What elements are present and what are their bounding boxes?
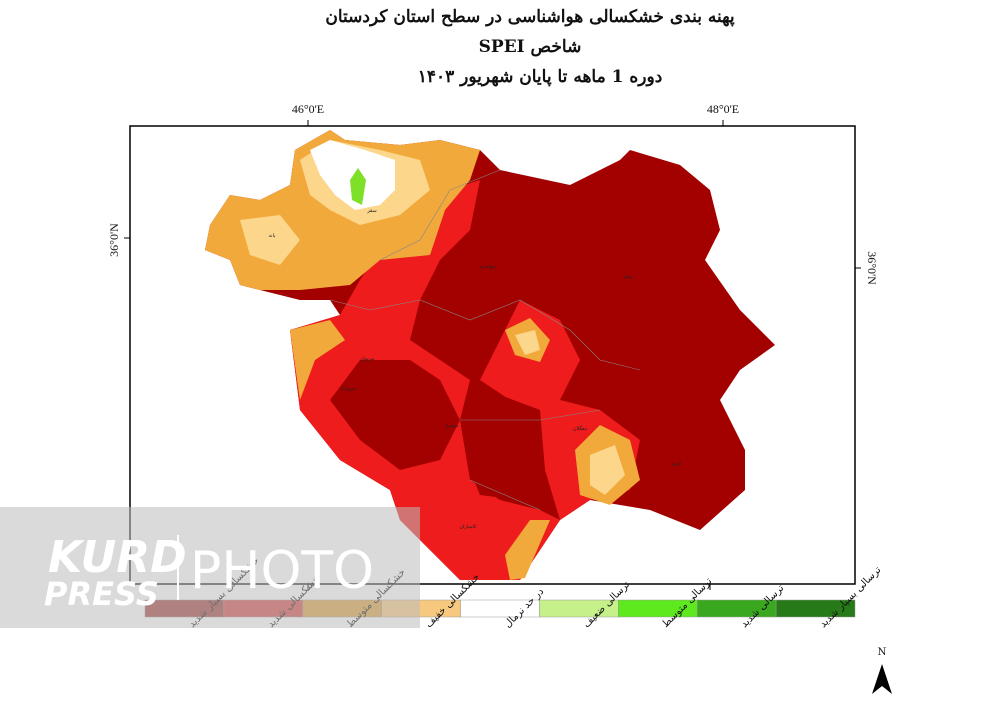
subtitle: شاخص SPEI: [479, 37, 582, 57]
city-labels: سقز بانه مریوان سروآباد دیواندره بیجار سنندج ده…: [269, 208, 682, 530]
lon-label: 48°0'E: [707, 102, 739, 116]
lon-label: 46°0'E: [292, 102, 324, 116]
watermark-photo: PHOTO: [190, 541, 374, 601]
city-label: قروه: [671, 461, 682, 467]
city-label: کامیاران: [459, 524, 477, 530]
city-label: دیواندره: [480, 264, 497, 270]
watermark-sub: PRESS: [44, 575, 159, 613]
city-label: دهگلان: [573, 425, 587, 432]
watermark: KURD PRESS PHOTO: [0, 507, 420, 628]
north-label: N: [878, 647, 887, 658]
city-label: سقز: [366, 208, 376, 214]
city-label: بانه: [269, 233, 276, 239]
city-label: مریوان: [360, 356, 375, 362]
lat-label: 36°0'N: [107, 223, 121, 257]
city-label: سنندج: [445, 423, 458, 429]
city-label: سروآباد: [340, 385, 356, 392]
north-arrow: [872, 664, 892, 694]
city-label: بیجار: [622, 274, 633, 280]
lat-label: 36°0'N: [865, 251, 879, 285]
watermark-brand: KURD: [48, 532, 187, 583]
drought-map: [205, 130, 775, 580]
legend-swatch: [775, 599, 856, 618]
period: دوره 1 ماهه تا پایان شهریور ۱۴۰۳: [418, 67, 663, 87]
title: پهنه بندی خشکسالی هواشناسی در سطح استان …: [325, 7, 735, 27]
